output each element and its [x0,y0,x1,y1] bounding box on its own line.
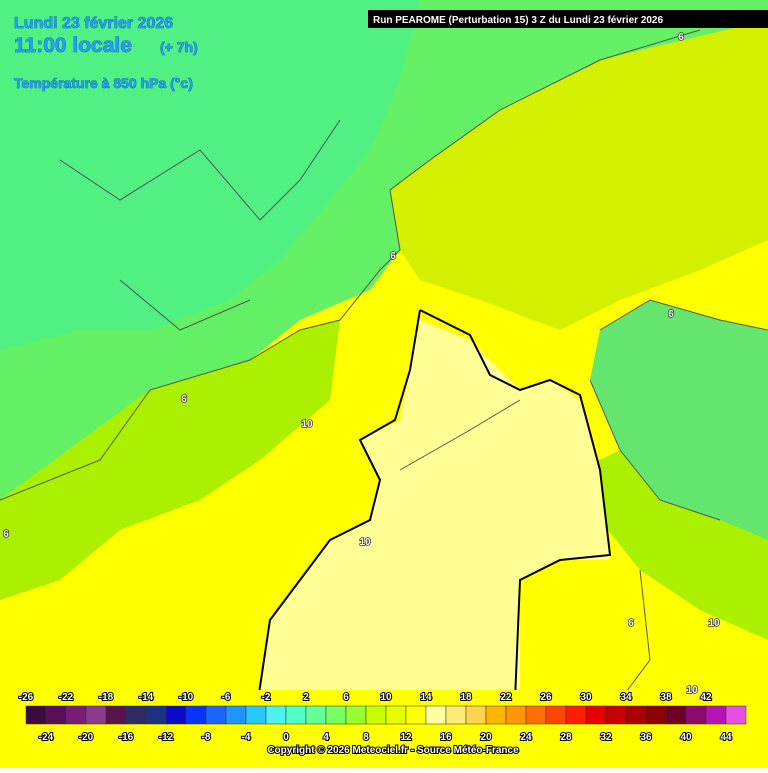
legend-label: 34 [620,692,632,703]
time-title: 11:00 locale [14,34,132,57]
legend-label: 30 [580,692,592,703]
legend-label: -2 [262,692,271,703]
color-swatch [445,705,467,725]
contour-label: 6 [668,309,674,320]
color-swatch [125,705,147,725]
color-swatch [565,705,587,725]
legend-label: -14 [139,692,154,703]
color-swatch [185,705,207,725]
offset-title: (+ 7h) [160,39,198,55]
legend-label: -6 [222,692,231,703]
color-swatch [405,705,427,725]
legend-label: -10 [179,692,194,703]
color-swatch [345,705,367,725]
color-swatch [425,705,447,725]
copyright: Copyright © 2026 Meteociel.fr - Source M… [267,745,519,756]
color-swatch [545,705,567,725]
legend-label: 24 [520,732,532,743]
legend-label: 8 [363,732,369,743]
color-swatch [385,705,407,725]
color-swatch [725,705,747,725]
legend-label: 2 [303,692,309,703]
contour-label: 10 [359,537,371,548]
color-swatch [245,705,267,725]
contour-label: 10 [708,618,720,629]
color-swatch [525,705,547,725]
color-swatch [25,705,47,725]
legend-bg [0,690,768,768]
color-swatch [645,705,667,725]
color-swatch [685,705,707,725]
legend-label: 20 [480,732,492,743]
legend-label: -20 [79,732,94,743]
color-swatch [485,705,507,725]
legend-label: 6 [343,692,349,703]
legend-label: 36 [640,732,652,743]
legend-label: 16 [440,732,452,743]
field-title: Température à 850 hPa (°c) [14,75,193,91]
contour-label: 10 [301,419,313,430]
legend-label: 12 [400,732,412,743]
legend-label: 14 [420,692,432,703]
color-swatch [705,705,727,725]
legend-label: -16 [119,732,134,743]
legend-label: 28 [560,732,572,743]
run-title: Run PEAROME (Perturbation 15) 3 Z du Lun… [373,15,663,26]
legend-label: -4 [242,732,251,743]
color-swatch [325,705,347,725]
contour-label: 6 [390,251,396,262]
legend-label: 38 [660,692,672,703]
color-swatch [205,705,227,725]
legend-label: 0 [283,732,289,743]
legend-label: -24 [39,732,54,743]
legend-label: -18 [99,692,114,703]
contour-label: 6 [678,32,684,43]
color-swatch [365,705,387,725]
legend-label: 32 [600,732,612,743]
color-swatch [625,705,647,725]
color-swatch [665,705,687,725]
color-swatch [165,705,187,725]
color-swatch [105,705,127,725]
legend-label: 4 [323,732,329,743]
header: Lundi 23 février 2026 11:00 locale (+ 7h… [14,10,768,91]
color-swatch [605,705,627,725]
legend-label: 18 [460,692,472,703]
legend-label: 42 [700,692,712,703]
run-banner [368,10,768,28]
color-swatch [285,705,307,725]
legend-label: 22 [500,692,512,703]
contour-label: 6 [628,618,634,629]
color-swatch [465,705,487,725]
color-swatch [145,705,167,725]
color-swatch [225,705,247,725]
color-swatch [305,705,327,725]
color-swatch [265,705,287,725]
legend-label: 44 [720,732,732,743]
legend-label: 40 [680,732,692,743]
contour-label: 6 [3,529,9,540]
legend-label: 26 [540,692,552,703]
date-title: Lundi 23 février 2026 [14,15,173,32]
color-swatch [85,705,107,725]
legend-label: -8 [202,732,211,743]
legend-label: 10 [380,692,392,703]
color-swatch [65,705,87,725]
legend-label: -12 [159,732,174,743]
color-swatch [585,705,607,725]
legend-label: -26 [19,692,34,703]
color-swatch [505,705,527,725]
contour-label: 10 [686,685,698,696]
contour-label: 6 [181,394,187,405]
color-swatch [45,705,67,725]
legend-label: -22 [59,692,74,703]
